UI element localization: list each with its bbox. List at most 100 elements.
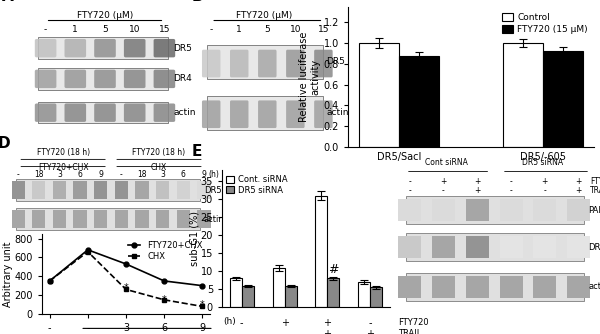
FancyBboxPatch shape xyxy=(124,39,145,57)
Bar xyxy=(11,181,25,199)
Bar xyxy=(358,282,370,307)
FancyBboxPatch shape xyxy=(94,70,116,88)
Text: -: - xyxy=(209,25,213,34)
Text: -: - xyxy=(442,186,445,195)
Bar xyxy=(11,210,25,228)
Text: DR5: DR5 xyxy=(173,44,192,53)
Text: +: + xyxy=(575,186,582,195)
Bar xyxy=(272,268,284,307)
Text: FTY720 (18 h): FTY720 (18 h) xyxy=(37,148,89,157)
Text: +: + xyxy=(281,318,289,328)
Bar xyxy=(567,199,590,221)
Text: CHX: CHX xyxy=(151,163,167,172)
Bar xyxy=(284,286,296,307)
Bar xyxy=(197,181,211,199)
Legend: Control, FTY720 (15 μM): Control, FTY720 (15 μM) xyxy=(500,11,589,36)
CHX xyxy=(46,279,53,283)
Bar xyxy=(370,288,382,307)
Text: 3: 3 xyxy=(57,170,62,179)
FTY720+CHX xyxy=(199,284,206,288)
FancyBboxPatch shape xyxy=(406,196,584,224)
FancyBboxPatch shape xyxy=(230,101,248,128)
FancyBboxPatch shape xyxy=(286,50,305,77)
Bar xyxy=(32,210,46,228)
Bar xyxy=(398,276,421,298)
FTY720+CHX xyxy=(84,248,91,252)
Bar xyxy=(94,181,107,199)
FancyBboxPatch shape xyxy=(207,45,323,79)
Text: 15: 15 xyxy=(158,25,170,34)
Text: -: - xyxy=(240,318,244,328)
Bar xyxy=(359,43,400,147)
FancyBboxPatch shape xyxy=(35,39,56,57)
Text: C: C xyxy=(294,0,305,1)
Bar xyxy=(400,55,439,147)
Text: (h): (h) xyxy=(208,170,219,179)
Text: -: - xyxy=(240,329,244,334)
Bar xyxy=(503,43,542,147)
Text: TRAIL: TRAIL xyxy=(398,329,422,334)
Text: 10: 10 xyxy=(290,25,301,34)
Text: 6: 6 xyxy=(77,170,83,179)
FancyBboxPatch shape xyxy=(35,104,56,122)
Bar xyxy=(73,210,87,228)
Text: DR5: DR5 xyxy=(326,57,345,66)
Bar xyxy=(398,199,421,221)
FancyBboxPatch shape xyxy=(124,104,145,122)
Text: B: B xyxy=(191,0,203,4)
Text: Cont siRNA: Cont siRNA xyxy=(425,158,467,167)
Text: 18: 18 xyxy=(34,170,44,179)
Bar xyxy=(156,210,169,228)
Bar xyxy=(73,181,87,199)
FancyBboxPatch shape xyxy=(202,50,220,77)
Text: 10: 10 xyxy=(129,25,140,34)
Text: -: - xyxy=(509,186,512,195)
Text: DR5: DR5 xyxy=(588,242,600,252)
Text: 9: 9 xyxy=(202,170,206,179)
Legend: FTY720+CHX, CHX: FTY720+CHX, CHX xyxy=(125,238,206,264)
Bar xyxy=(466,276,489,298)
Y-axis label: Relative luciferase
activity: Relative luciferase activity xyxy=(299,32,321,122)
FancyBboxPatch shape xyxy=(38,37,168,59)
Text: +: + xyxy=(474,186,481,195)
FancyBboxPatch shape xyxy=(154,104,175,122)
Text: FTY720: FTY720 xyxy=(398,318,429,327)
Bar xyxy=(156,181,169,199)
Text: 6: 6 xyxy=(181,170,185,179)
Bar xyxy=(176,181,190,199)
Text: actin: actin xyxy=(173,108,196,117)
Bar xyxy=(466,199,489,221)
FancyBboxPatch shape xyxy=(258,101,277,128)
Text: +: + xyxy=(367,329,374,334)
FancyBboxPatch shape xyxy=(38,102,168,124)
Bar xyxy=(432,199,455,221)
Bar xyxy=(197,210,211,228)
Text: DR4: DR4 xyxy=(173,74,192,84)
Text: FTY720 (μM): FTY720 (μM) xyxy=(77,11,133,20)
Bar xyxy=(94,210,107,228)
FancyBboxPatch shape xyxy=(154,39,175,57)
Bar xyxy=(115,181,128,199)
FancyBboxPatch shape xyxy=(94,104,116,122)
Text: +: + xyxy=(440,177,446,186)
Text: +: + xyxy=(323,329,331,334)
Bar xyxy=(136,210,149,228)
Y-axis label: sub-G1 (%): sub-G1 (%) xyxy=(189,211,199,266)
Text: *: * xyxy=(124,283,128,293)
Text: +: + xyxy=(323,318,331,328)
Text: 5: 5 xyxy=(265,25,270,34)
FancyBboxPatch shape xyxy=(65,39,86,57)
FancyBboxPatch shape xyxy=(406,273,584,301)
Bar xyxy=(53,181,66,199)
Bar xyxy=(432,276,455,298)
FancyBboxPatch shape xyxy=(16,208,200,230)
Bar xyxy=(533,276,556,298)
Bar xyxy=(533,199,556,221)
Text: 9: 9 xyxy=(98,170,103,179)
Bar xyxy=(500,236,523,258)
FTY720+CHX xyxy=(122,262,130,266)
CHX xyxy=(84,250,91,254)
Bar xyxy=(466,236,489,258)
Text: actin: actin xyxy=(204,215,224,223)
FTY720+CHX xyxy=(46,279,53,283)
